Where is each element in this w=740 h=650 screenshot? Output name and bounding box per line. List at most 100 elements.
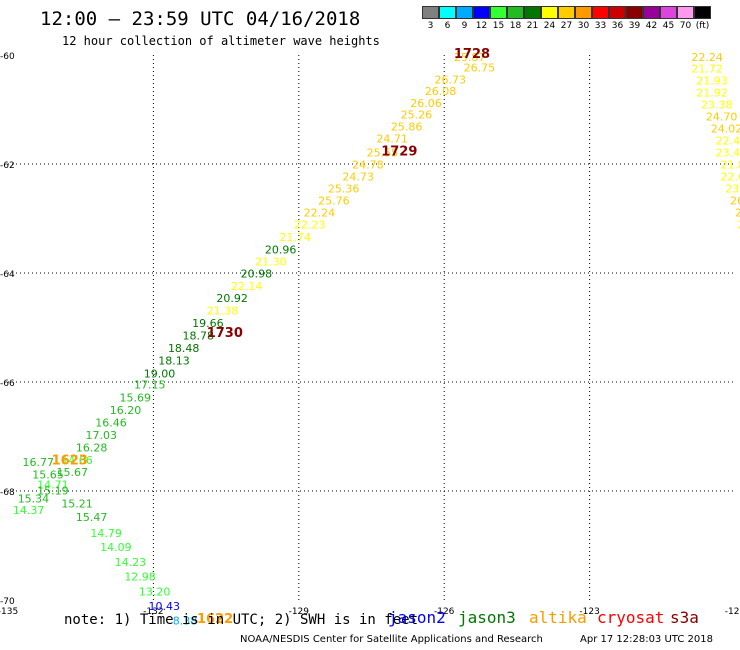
wave-height-label: 24.70 (706, 111, 738, 124)
wave-height-label: 24.71 (376, 132, 408, 145)
legend-label: 24 (543, 21, 556, 31)
legend-swatch (609, 6, 626, 19)
credit-timestamp: Apr 17 12:28:03 UTC 2018 (580, 634, 713, 645)
wave-height-label: 25.55 (367, 147, 399, 160)
color-legend: 3 6 9 12 15 18 21 24 27 30 33 36 39 42 45 70 (ft) (422, 6, 732, 31)
wave-height-label: 26.75 (464, 62, 496, 75)
wave-height-label: 15.21 (61, 498, 93, 511)
lat-tick-label: -68 (0, 488, 15, 498)
wave-height-label: 14.79 (90, 527, 122, 540)
lon-tick-label: -129 (289, 607, 310, 617)
lat-tick-label: -70 (0, 597, 15, 607)
legend-label: 9 (461, 21, 468, 31)
legend-label: 36 (611, 21, 624, 31)
legend-swatch (422, 6, 439, 19)
lat-tick-label: -66 (0, 379, 15, 389)
wave-height-label: 19.66 (192, 317, 224, 330)
wave-height-label: 14.71 (37, 478, 69, 491)
pass-time-label: 1728 (454, 47, 490, 62)
wave-height-label: 24.78 (352, 159, 384, 172)
lat-tick-label: -62 (0, 161, 15, 171)
wave-height-label: 20.98 (241, 268, 273, 281)
wave-height-label: 25.36 (328, 183, 360, 196)
wave-height-label: 26.08 (425, 85, 457, 98)
legend-label: 18 (509, 21, 522, 31)
wave-height-label: 17.15 (134, 379, 166, 392)
legend-label: 15 (492, 21, 505, 31)
wave-height-label: 22.46 (716, 135, 740, 148)
legend-label: 3 (427, 21, 434, 31)
wave-height-label: 16.77 (23, 456, 55, 469)
wave-height-label: 15.47 (76, 511, 108, 524)
wave-height-label: 8.38 (173, 615, 198, 628)
legend-swatch (456, 6, 473, 19)
pass-time-label: 1622 (197, 612, 233, 627)
legend-swatch (643, 6, 660, 19)
wave-height-label: 21.80 (720, 159, 740, 172)
wave-height-label: 15.67 (56, 466, 88, 479)
satellite-name-cryosat: cryosat (597, 608, 665, 627)
legend-label: 27 (560, 21, 573, 31)
legend-swatch (473, 6, 490, 19)
wave-height-label: 22.6 (720, 171, 740, 184)
legend-label: 30 (577, 21, 590, 31)
map-subtitle: 12 hour collection of altimeter wave hei… (62, 34, 380, 48)
wave-height-label: 12.98 (124, 571, 156, 584)
lon-tick-label: -135 (0, 607, 18, 617)
wave-height-label: 25.26 (401, 108, 433, 121)
wave-height-label: 21.72 (691, 63, 723, 76)
lon-tick-label: -126 (434, 607, 455, 617)
wave-height-label: 18.48 (168, 342, 200, 355)
wave-height-label: 14.23 (115, 556, 147, 569)
wave-height-label: 21.92 (696, 87, 728, 100)
wave-height-label: 15.69 (119, 391, 150, 404)
pass-time-label: 1729 (381, 144, 417, 159)
wave-height-label: 22.14 (231, 280, 262, 293)
satellite-name-s3a: s3a (670, 608, 699, 627)
legend-label: 12 (475, 21, 488, 31)
legend-swatch (524, 6, 541, 19)
lon-tick-label: -123 (579, 607, 599, 617)
wave-height-label: 26.06 (410, 97, 442, 110)
satellite-name-jason2: jason2 (388, 608, 446, 627)
wave-height-label: 18.78 (182, 330, 214, 343)
wave-height-label: 14.37 (13, 504, 44, 517)
satellite-name-altika: altika (529, 608, 587, 627)
legend-swatch (677, 6, 694, 19)
wave-height-label: 20.96 (265, 244, 297, 257)
legend-labels: 3 6 9 12 15 18 21 24 27 30 33 36 39 42 45 70 (ft) (422, 19, 732, 31)
satellite-name-jason3: jason3 (458, 608, 516, 627)
wave-height-label: 22.24 (691, 51, 723, 64)
legend-unit-label: (ft) (695, 21, 710, 31)
lat-tick-label: -60 (0, 52, 15, 62)
wave-height-label: 24.02 (711, 123, 740, 136)
legend-label: 39 (628, 21, 641, 31)
lat-tick-label: -64 (0, 270, 15, 280)
wave-height-label: 25.76 (318, 195, 350, 208)
legend-swatch (439, 6, 456, 19)
wave-height-label: 21.38 (207, 305, 239, 318)
wave-height-label: 10.43 (149, 600, 181, 613)
wave-height-label: 15.34 (18, 493, 50, 506)
legend-swatch (558, 6, 575, 19)
wave-height-label: 18.13 (158, 355, 190, 368)
wave-height-label: 23. (737, 218, 740, 231)
wave-height-label: 23.3 (725, 183, 740, 196)
legend-swatch (660, 6, 677, 19)
wave-height-label: 25.0 (735, 207, 740, 220)
wave-height-label: 25.86 (391, 120, 423, 133)
legend-label: 45 (662, 21, 675, 31)
wave-height-label: 15.65 (32, 469, 64, 482)
wave-height-label: 17.03 (86, 429, 118, 442)
wave-height-label: 16.28 (76, 441, 108, 454)
legend-swatch (575, 6, 592, 19)
wave-height-label: 24.73 (342, 171, 374, 184)
wave-height-label: 16.46 (95, 416, 127, 429)
legend-swatch (626, 6, 643, 19)
pass-time-label: 1623 (52, 453, 88, 468)
wave-height-label: 26.2 (730, 195, 740, 208)
wave-height-label: 19.00 (144, 367, 176, 380)
legend-swatch (694, 6, 711, 19)
lon-tick-label: -132 (143, 607, 163, 617)
